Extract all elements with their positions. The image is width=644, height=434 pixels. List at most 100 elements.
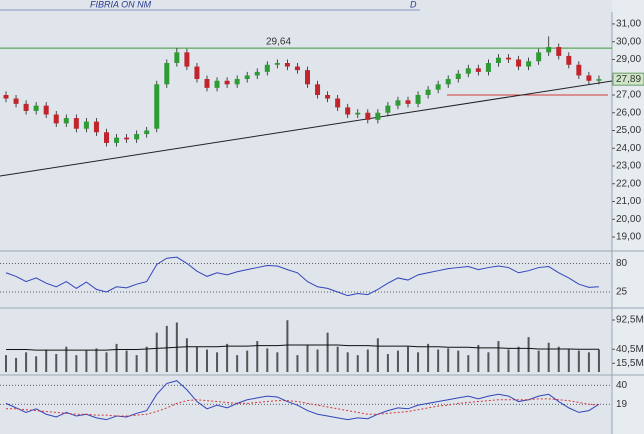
y-tick-label: 31,00 — [616, 19, 641, 30]
candle-body — [274, 63, 280, 65]
volume-bar — [185, 338, 188, 372]
candle-body — [63, 118, 69, 124]
candle-body — [355, 112, 361, 115]
candle-body — [566, 55, 572, 65]
y-tick-label: 92,5M — [616, 315, 644, 326]
volume-bar — [125, 350, 128, 372]
volume-bar — [115, 343, 118, 372]
volume-bar — [356, 355, 359, 372]
candle-body — [375, 112, 381, 120]
candle-body — [475, 68, 481, 72]
volume-bar — [316, 349, 319, 372]
candle-body — [33, 105, 39, 111]
candle-body — [3, 94, 9, 99]
volume-bar — [567, 349, 570, 372]
volume-bar — [286, 320, 289, 372]
candle-body — [134, 134, 140, 140]
axis-area — [612, 0, 644, 434]
y-tick-label: 40 — [616, 380, 628, 391]
volume-bar — [417, 352, 420, 372]
volume-bar — [35, 356, 38, 372]
candle-body — [104, 132, 109, 143]
candle-body — [305, 70, 310, 85]
candle-body — [13, 98, 19, 104]
y-tick-label: 29,00 — [616, 54, 641, 65]
volume-bar — [75, 355, 78, 372]
candle-body — [455, 73, 461, 79]
candle-body — [586, 75, 592, 81]
candle-body — [284, 63, 290, 67]
candle-body — [214, 80, 220, 88]
volume-bar — [246, 350, 249, 372]
y-tick-label: 23,00 — [616, 161, 641, 172]
candle-body — [325, 94, 331, 99]
y-tick-label: 24,00 — [616, 143, 641, 154]
volume-bar — [206, 349, 208, 372]
y-tick-label: 80 — [616, 258, 628, 269]
candle-body — [83, 121, 89, 129]
volume-bar — [527, 337, 530, 372]
candle-body — [23, 103, 29, 111]
series-line — [6, 344, 599, 351]
candle-body — [144, 130, 150, 135]
volume-bar — [306, 345, 309, 372]
candle-body — [506, 57, 511, 60]
candle-body — [345, 107, 351, 115]
candle-body — [254, 71, 260, 76]
volume-bar — [577, 350, 580, 372]
volume-bar — [276, 352, 279, 372]
volume-bar — [517, 346, 520, 372]
candle-body — [73, 118, 79, 129]
y-tick-label: 19 — [616, 399, 628, 410]
volume-bar — [236, 355, 239, 372]
candle-body — [93, 121, 99, 133]
volume-bar — [45, 349, 48, 372]
volume-bar — [165, 325, 168, 372]
volume-bar — [386, 354, 389, 372]
series-line — [5, 256, 599, 297]
y-tick-label: 27,00 — [616, 90, 641, 101]
candle-body — [264, 64, 270, 72]
volume-bar — [336, 346, 339, 372]
candle-body — [315, 84, 321, 95]
candle-body — [204, 78, 210, 88]
volume-bar — [376, 338, 379, 372]
trend-line — [0, 80, 613, 177]
volume-bar — [587, 352, 590, 372]
candle-body — [536, 52, 542, 62]
series-line — [5, 380, 600, 421]
volume-bar — [216, 352, 219, 372]
y-tick-label: 25 — [616, 287, 628, 298]
candle-body — [556, 47, 562, 56]
volume-bar — [15, 357, 18, 372]
volume-bar — [326, 332, 329, 372]
candle-body — [43, 105, 49, 115]
candle-body — [395, 100, 401, 106]
candle-body — [114, 137, 120, 143]
volume-bar — [477, 345, 480, 372]
candle-body — [405, 100, 411, 104]
volume-bar — [407, 346, 409, 372]
volume-bar — [467, 355, 470, 372]
candle-body — [244, 75, 250, 79]
volume-bar — [427, 343, 430, 372]
candle-body — [485, 63, 491, 72]
volume-bar — [447, 348, 450, 372]
y-tick-label: 26,00 — [616, 107, 641, 118]
volume-bar — [507, 349, 510, 372]
candle-body — [415, 94, 421, 104]
y-tick-label: 30,00 — [616, 36, 641, 47]
candle-body — [164, 63, 170, 85]
candle-body — [124, 137, 130, 140]
volume-bar — [5, 355, 7, 372]
candle-body — [154, 84, 160, 129]
volume-bar — [95, 348, 98, 372]
volume-bar — [55, 354, 58, 372]
candle-body — [425, 89, 431, 95]
candle-body — [53, 114, 59, 124]
candle-body — [435, 84, 441, 90]
candle-body — [445, 78, 451, 85]
volume-bar — [396, 350, 399, 372]
